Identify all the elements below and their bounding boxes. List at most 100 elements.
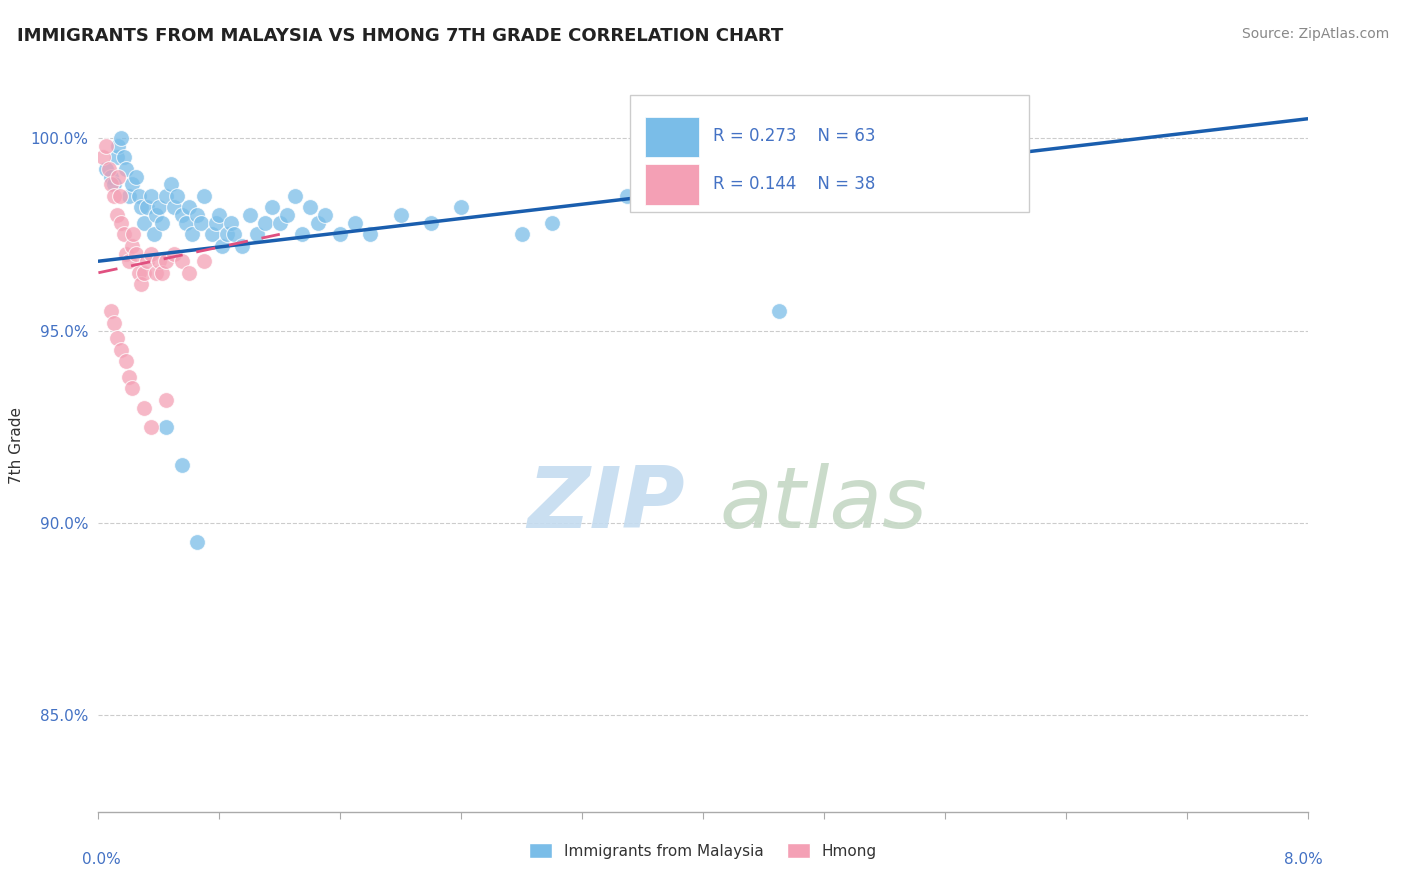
Point xyxy=(155,419,177,434)
Point xyxy=(299,200,322,214)
Point xyxy=(276,208,298,222)
Point xyxy=(360,227,382,242)
Point xyxy=(155,392,177,407)
Point xyxy=(91,150,114,164)
Point xyxy=(179,200,201,214)
Point xyxy=(114,354,136,368)
Point xyxy=(155,254,177,268)
Point xyxy=(193,254,215,268)
Point xyxy=(107,138,129,153)
Point xyxy=(141,246,163,260)
FancyBboxPatch shape xyxy=(630,95,1029,212)
Point xyxy=(329,227,352,242)
Point xyxy=(181,227,204,242)
Point xyxy=(150,216,173,230)
Point xyxy=(105,150,128,164)
Point xyxy=(105,331,128,345)
Point xyxy=(110,216,132,230)
Point xyxy=(284,188,307,202)
Point xyxy=(314,208,336,222)
Point xyxy=(135,200,157,214)
Point xyxy=(100,169,122,184)
Point xyxy=(170,458,193,473)
FancyBboxPatch shape xyxy=(645,164,699,204)
Point xyxy=(239,208,262,222)
Text: 8.0%: 8.0% xyxy=(1284,852,1323,867)
Legend: Immigrants from Malaysia, Hmong: Immigrants from Malaysia, Hmong xyxy=(522,835,884,866)
Point xyxy=(540,216,562,230)
Point xyxy=(224,227,246,242)
Point xyxy=(103,188,125,202)
Point xyxy=(143,227,166,242)
Point xyxy=(125,169,148,184)
Point xyxy=(103,178,125,192)
Point xyxy=(112,150,135,164)
Point xyxy=(201,227,224,242)
Point xyxy=(389,208,412,222)
Point xyxy=(135,254,157,268)
Point xyxy=(148,254,170,268)
Point xyxy=(190,216,212,230)
Point xyxy=(231,239,253,253)
Point xyxy=(107,169,129,184)
Point xyxy=(103,316,125,330)
Text: atlas: atlas xyxy=(720,463,928,546)
Point xyxy=(94,161,117,176)
Point xyxy=(141,188,163,202)
Point xyxy=(128,188,150,202)
Point xyxy=(170,254,193,268)
Point xyxy=(186,535,208,549)
Point xyxy=(122,227,145,242)
Point xyxy=(132,401,155,415)
Point xyxy=(110,131,132,145)
Point xyxy=(129,200,152,214)
Point xyxy=(420,216,443,230)
Y-axis label: 7th Grade: 7th Grade xyxy=(8,408,24,484)
Point xyxy=(262,200,284,214)
Point xyxy=(112,227,135,242)
Point xyxy=(121,239,143,253)
Point xyxy=(193,188,215,202)
Point xyxy=(160,178,183,192)
Point xyxy=(307,216,329,230)
Point xyxy=(121,381,143,395)
Text: 0.0%: 0.0% xyxy=(82,852,121,867)
Point xyxy=(221,216,243,230)
Point xyxy=(246,227,269,242)
Point xyxy=(150,266,173,280)
Point xyxy=(118,188,141,202)
Point xyxy=(141,419,163,434)
Point xyxy=(100,178,122,192)
Point xyxy=(114,161,136,176)
Point xyxy=(170,208,193,222)
Point xyxy=(98,161,121,176)
Point xyxy=(121,178,143,192)
Point xyxy=(269,216,291,230)
Point xyxy=(253,216,276,230)
Point xyxy=(128,266,150,280)
Point xyxy=(108,188,131,202)
Point xyxy=(291,227,314,242)
Point xyxy=(132,266,155,280)
Point xyxy=(179,266,201,280)
Point xyxy=(163,200,186,214)
Point xyxy=(125,246,148,260)
Point xyxy=(145,266,167,280)
Point xyxy=(155,188,177,202)
Point xyxy=(616,188,638,202)
Point xyxy=(129,277,152,292)
Point xyxy=(94,138,117,153)
Point xyxy=(110,343,132,357)
Point xyxy=(163,246,186,260)
Text: R = 0.144    N = 38: R = 0.144 N = 38 xyxy=(713,175,875,194)
Point xyxy=(132,216,155,230)
Point xyxy=(186,208,208,222)
Text: R = 0.273    N = 63: R = 0.273 N = 63 xyxy=(713,127,875,145)
Point xyxy=(205,216,228,230)
FancyBboxPatch shape xyxy=(645,117,699,157)
Point xyxy=(148,200,170,214)
Point xyxy=(208,208,231,222)
Point xyxy=(145,208,167,222)
Point xyxy=(344,216,367,230)
Text: Source: ZipAtlas.com: Source: ZipAtlas.com xyxy=(1241,27,1389,41)
